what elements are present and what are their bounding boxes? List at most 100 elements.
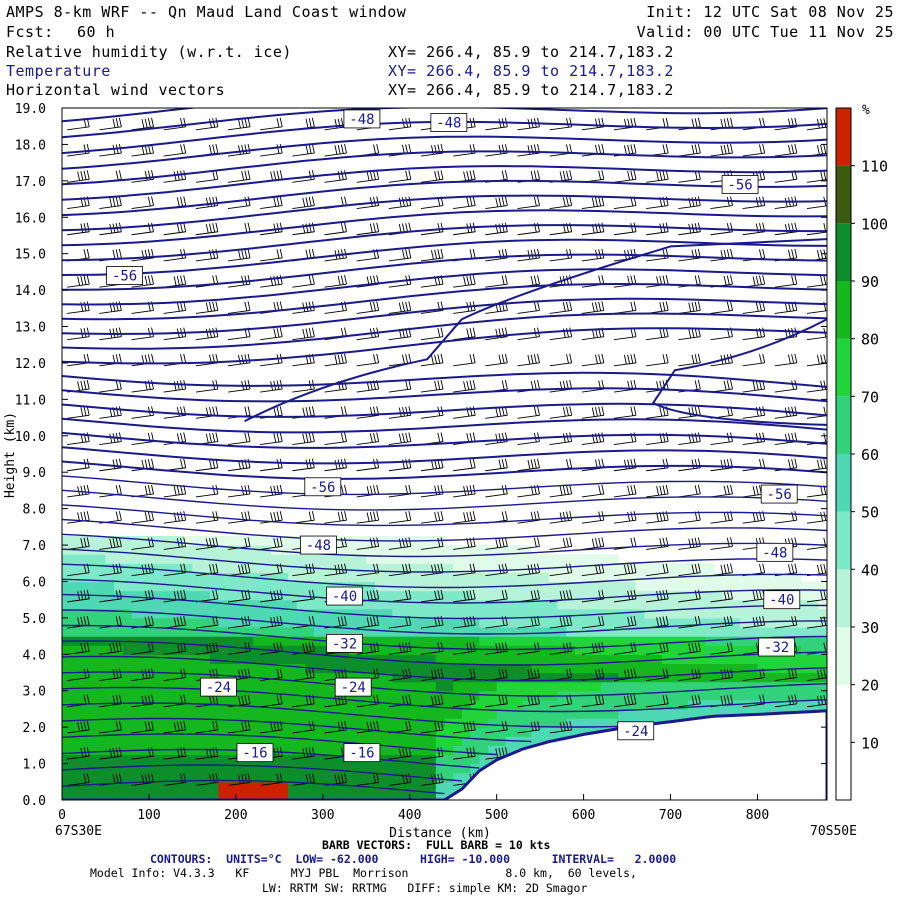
- rh-cell: [696, 581, 706, 592]
- wind-barb: [292, 336, 315, 341]
- wind-barb-feather: [408, 747, 412, 757]
- wind-barb: [292, 755, 315, 760]
- wind-barb-feather: [405, 170, 409, 180]
- rh-cell: [583, 645, 593, 655]
- wind-barb-feather: [247, 406, 251, 416]
- rh-cell: [470, 617, 480, 628]
- rh-cell: [444, 608, 454, 619]
- rh-cell: [209, 727, 220, 737]
- rh-cell: [818, 681, 827, 692]
- wind-barb: [420, 493, 444, 498]
- rh-cell: [122, 645, 133, 655]
- wind-barb-feather: [440, 379, 444, 390]
- rh-cell: [800, 681, 811, 692]
- rh-cell: [574, 654, 585, 665]
- rh-cell: [96, 572, 107, 583]
- rh-cell: [592, 708, 602, 719]
- wind-barb-feather: [440, 589, 444, 599]
- rh-cell: [435, 608, 446, 619]
- rh-cell: [383, 645, 393, 655]
- wind-barb: [581, 493, 604, 498]
- wind-barb-feather: [115, 590, 119, 600]
- wind-barb-feather: [408, 432, 412, 442]
- rh-cell: [427, 636, 437, 646]
- rh-cell: [435, 572, 446, 583]
- wind-barb: [517, 257, 540, 262]
- wind-barb-feather: [247, 117, 251, 127]
- rh-cell: [705, 599, 715, 610]
- wind-barb-feather: [730, 248, 733, 259]
- wind-barb: [99, 126, 122, 131]
- rh-cell: [253, 772, 263, 783]
- rh-cell: [296, 790, 307, 800]
- rh-cell: [427, 690, 437, 701]
- rh-cell: [479, 617, 489, 628]
- wind-barb: [356, 703, 379, 708]
- wind-barb-feather: [595, 538, 598, 548]
- wind-barb-feather: [697, 642, 701, 652]
- rh-cell: [218, 645, 228, 655]
- rh-cell: [357, 654, 367, 665]
- contour-label: -16: [242, 746, 267, 762]
- rh-cell: [175, 790, 185, 800]
- wind-barb-feather: [533, 668, 537, 679]
- wind-barb-feather: [537, 196, 540, 206]
- wind-barb-feather: [662, 616, 666, 626]
- rh-cell: [175, 608, 185, 619]
- rh-cell: [340, 563, 350, 573]
- wind-barb-feather: [147, 511, 151, 521]
- rh-cell: [227, 672, 237, 683]
- wind-barb-feather: [569, 275, 573, 285]
- wind-barb: [260, 545, 283, 550]
- rh-cell: [105, 699, 115, 710]
- rh-cell: [661, 608, 672, 619]
- rh-cell: [357, 708, 367, 719]
- rh-cell: [88, 718, 98, 728]
- wind-barb: [356, 388, 379, 393]
- rh-cell: [374, 718, 385, 728]
- rh-cell: [731, 599, 741, 610]
- rh-cell: [70, 781, 80, 792]
- rh-cell: [548, 572, 559, 583]
- rh-cell: [183, 672, 193, 683]
- rh-cell: [348, 572, 359, 583]
- rh-cell: [192, 708, 202, 719]
- wind-barb-feather: [823, 380, 827, 390]
- rh-cell: [713, 608, 724, 619]
- rh-cell: [409, 754, 420, 765]
- rh-cell: [114, 535, 124, 546]
- rh-cell: [296, 645, 307, 655]
- wind-barb-feather: [308, 432, 312, 443]
- wind-barb-feather: [694, 144, 698, 154]
- wind-barb-feather: [183, 196, 187, 206]
- rh-cell: [131, 581, 141, 592]
- wind-barb-feather: [369, 433, 373, 443]
- temperature-contour: [62, 150, 827, 186]
- rh-cell: [600, 654, 611, 665]
- wind-barb-feather: [311, 773, 315, 783]
- wind-barb-feather: [788, 459, 791, 469]
- rh-cell: [679, 617, 689, 628]
- rh-cell: [722, 608, 732, 619]
- wind-barb-feather: [373, 721, 376, 731]
- rh-cell: [114, 745, 124, 756]
- rh-cell: [140, 718, 150, 728]
- rh-cell: [122, 754, 133, 765]
- rh-cell: [314, 608, 324, 619]
- wind-barb-feather: [759, 301, 762, 311]
- wind-barb-feather: [369, 538, 373, 548]
- rh-cell: [757, 599, 767, 610]
- wind-barb-feather: [408, 458, 412, 468]
- rh-cell: [366, 563, 376, 573]
- wind-barb-feather: [244, 432, 248, 443]
- wind-barb-feather: [376, 143, 380, 154]
- wind-barb-feather: [633, 694, 637, 704]
- rh-cell: [461, 572, 472, 583]
- rh-cell: [635, 690, 646, 701]
- wind-barb-feather: [504, 275, 508, 285]
- wind-barb-feather: [376, 511, 380, 521]
- rh-cell: [140, 790, 150, 800]
- rh-cell: [574, 581, 585, 592]
- rh-cell: [88, 608, 98, 619]
- wind-barb-feather: [569, 170, 573, 180]
